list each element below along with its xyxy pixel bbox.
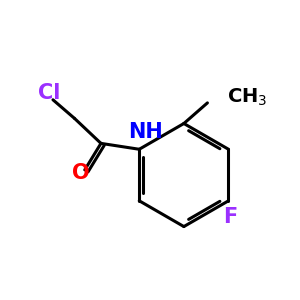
Text: CH$_3$: CH$_3$ xyxy=(226,86,267,108)
Text: O: O xyxy=(71,163,89,183)
Text: F: F xyxy=(223,207,237,227)
Text: Cl: Cl xyxy=(38,83,61,103)
Text: NH: NH xyxy=(128,122,163,142)
